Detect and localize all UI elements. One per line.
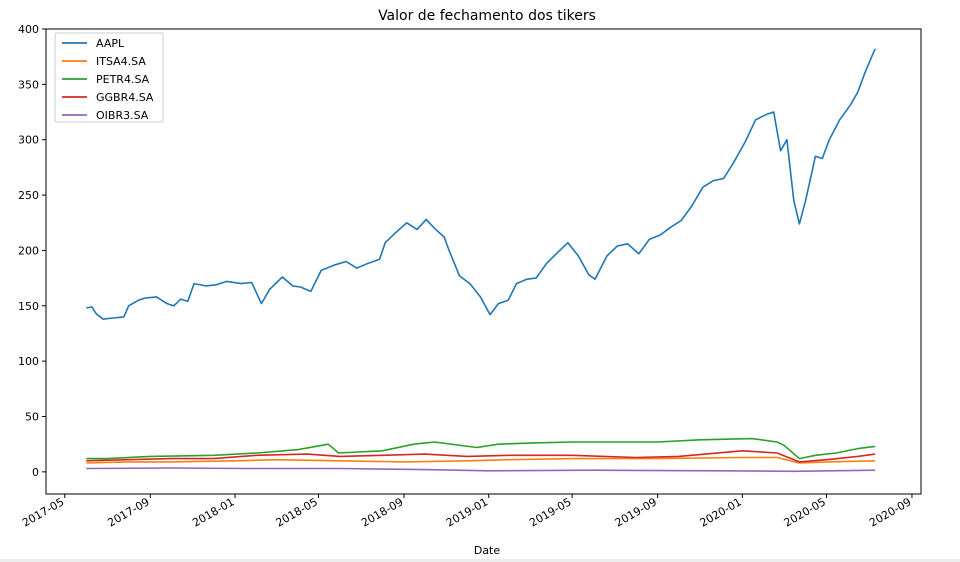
x-tick-label: 2018-09 (359, 495, 405, 529)
x-axis: 2017-05 2017-09 2018-01 2018-05 2018-09 2019-… (20, 494, 913, 530)
series-line-aapl (86, 48, 876, 320)
y-tick-label: 200 (18, 244, 39, 257)
y-tick-label: 250 (18, 189, 39, 202)
legend-label-oibr3-sa: OIBR3.SA (96, 109, 149, 122)
y-tick-label: 50 (25, 411, 39, 424)
y-tick-label: 0 (32, 466, 39, 479)
x-tick-label: 2019-09 (613, 495, 659, 529)
plot-frame (45, 28, 922, 495)
x-tick-label: 2019-05 (527, 495, 573, 529)
legend-label-itsa4-sa: ITSA4.SA (96, 55, 146, 68)
y-axis: 0 50 100 150 200 250 300 350 400 (18, 23, 46, 479)
y-tick-label: 400 (18, 23, 39, 36)
y-tick-label: 350 (18, 78, 39, 91)
chart-title: Valor de fechamento dos tikers (378, 8, 596, 24)
window-bottom-edge (0, 559, 960, 562)
x-tick-label: 2018-05 (274, 495, 320, 529)
series-line-ggbr4-sa (86, 450, 876, 463)
x-tick-label: 2017-05 (20, 495, 66, 529)
x-tick-label: 2017-09 (105, 495, 151, 529)
series-line-oibr3-sa (86, 467, 876, 473)
series-line-petr4-sa (86, 437, 876, 460)
x-tick-label: 2018-01 (190, 495, 236, 529)
series-line-itsa4-sa (86, 456, 876, 464)
legend-label-petr4-sa: PETR4.SA (96, 73, 150, 86)
x-axis-label: Date (474, 544, 501, 557)
x-tick-label: 2020-01 (698, 495, 744, 529)
x-tick-label: 2019-01 (444, 495, 490, 529)
x-tick-label: 2020-05 (782, 495, 828, 529)
x-tick-label: 2020-09 (867, 495, 913, 529)
legend: AAPL ITSA4.SA PETR4.SA GGBR4.SA OIBR3.SA (54, 32, 164, 123)
legend-label-ggbr4-sa: GGBR4.SA (96, 91, 154, 104)
legend-box (54, 32, 164, 123)
y-tick-label: 150 (18, 300, 39, 313)
y-tick-label: 100 (18, 355, 39, 368)
series-layer (86, 48, 876, 473)
y-tick-label: 300 (18, 134, 39, 147)
legend-label-aapl: AAPL (96, 37, 125, 50)
